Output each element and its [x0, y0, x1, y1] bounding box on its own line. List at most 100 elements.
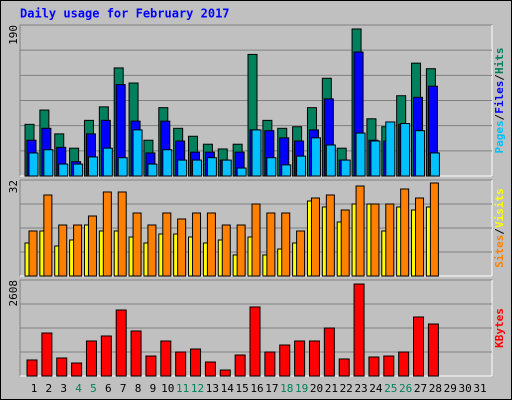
bar — [117, 191, 127, 277]
x-tick-label: 7 — [120, 382, 127, 395]
bar — [429, 152, 440, 177]
x-tick-label: 28 — [429, 382, 442, 395]
legend: Pages/Files/Hits — [493, 48, 506, 154]
x-tick-label: 26 — [399, 382, 412, 395]
legend-separator: / — [493, 74, 506, 81]
legend-entry: Sites — [493, 235, 506, 268]
bar — [325, 144, 336, 177]
bar — [296, 155, 307, 177]
bar — [71, 362, 83, 377]
x-tick-label: 18 — [280, 382, 293, 395]
bar — [236, 224, 246, 277]
x-tick-label: 12 — [191, 382, 204, 395]
x-tick-label: 3 — [60, 382, 67, 395]
bar — [177, 218, 187, 277]
bar — [160, 340, 172, 377]
legend-separator: / — [493, 228, 506, 235]
bar — [192, 159, 203, 177]
x-tick-label: 4 — [75, 382, 82, 395]
bar — [353, 283, 365, 377]
bar — [385, 203, 395, 277]
x-tick-label: 5 — [90, 382, 97, 395]
bar — [325, 194, 335, 277]
chart-title: Daily usage for February 2017 — [20, 7, 230, 21]
x-tick-label: 23 — [354, 382, 367, 395]
bar — [130, 330, 142, 377]
x-tick-label: 22 — [340, 382, 353, 395]
bar — [355, 185, 365, 277]
x-tick-label: 2 — [46, 382, 53, 395]
x-tick-label: 8 — [135, 382, 142, 395]
x-tick-label: 11 — [176, 382, 189, 395]
bar — [221, 159, 232, 177]
bar — [266, 212, 276, 277]
x-tick-label: 15 — [236, 382, 249, 395]
bar — [204, 361, 216, 377]
bar — [175, 351, 187, 377]
x-tick-label: 24 — [369, 382, 383, 395]
bar — [87, 156, 98, 177]
legend-entry: Hits — [493, 48, 506, 75]
bar — [115, 309, 127, 377]
bar — [385, 121, 396, 177]
x-tick-label: 20 — [310, 382, 323, 395]
x-tick-label: 10 — [161, 382, 174, 395]
bar — [308, 340, 320, 377]
bar — [147, 224, 157, 277]
bar — [251, 129, 262, 177]
bar — [132, 129, 143, 177]
bar — [28, 152, 39, 177]
bar — [429, 182, 439, 277]
bar — [251, 203, 261, 277]
bar — [87, 215, 97, 277]
bar — [43, 149, 54, 177]
y-tick-label: 2608 — [7, 280, 20, 307]
bar — [340, 159, 351, 177]
bar — [296, 230, 306, 277]
bar — [206, 212, 216, 277]
bar — [383, 355, 395, 377]
bar — [323, 327, 335, 377]
bar — [264, 351, 276, 377]
legend: KBytes — [493, 308, 506, 348]
x-tick-label: 6 — [105, 382, 112, 395]
x-tick-label: 14 — [221, 382, 235, 395]
bar — [415, 130, 426, 177]
bar — [279, 344, 291, 377]
bar — [355, 132, 366, 177]
y-tick-label: 32 — [7, 180, 20, 193]
bar — [310, 137, 321, 177]
bar — [427, 323, 439, 377]
legend: Sites/Visits — [493, 188, 506, 268]
bar — [370, 203, 380, 277]
bar — [294, 340, 306, 377]
bar — [100, 335, 112, 377]
x-tick-label: 31 — [473, 382, 486, 395]
x-tick-label: 16 — [250, 382, 263, 395]
bar — [43, 194, 53, 277]
bar — [58, 224, 68, 277]
bar — [234, 354, 246, 377]
bar — [26, 359, 38, 377]
bar — [338, 358, 350, 377]
bar — [102, 191, 112, 277]
bar — [221, 224, 231, 277]
bar — [102, 147, 113, 177]
bar — [368, 356, 380, 377]
y-tick-label: 190 — [7, 25, 20, 45]
x-tick-label: 27 — [414, 382, 427, 395]
legend-entry: Files — [493, 81, 506, 114]
bar — [266, 157, 277, 177]
bar — [192, 212, 202, 277]
bar — [58, 163, 69, 177]
bar — [249, 306, 261, 377]
bar — [190, 348, 202, 377]
x-tick-label: 13 — [206, 382, 219, 395]
x-tick-label: 30 — [459, 382, 472, 395]
bar — [147, 163, 158, 177]
legend-entry: Visits — [493, 188, 506, 228]
bar — [85, 340, 97, 377]
x-tick-label: 1 — [31, 382, 38, 395]
legend-entry: Pages — [493, 120, 506, 153]
